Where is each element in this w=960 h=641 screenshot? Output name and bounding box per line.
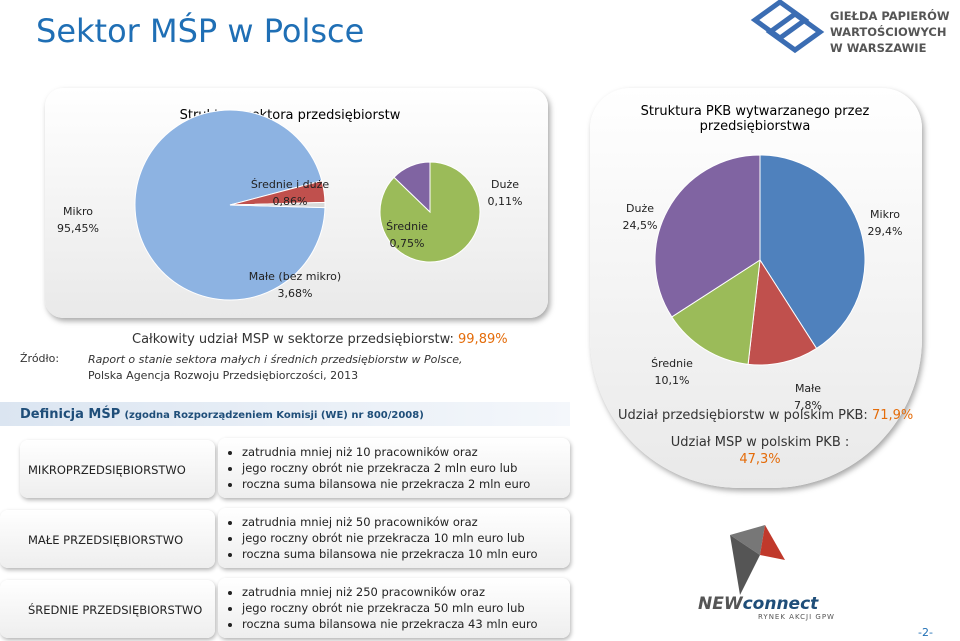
summary: Całkowity udział MSP w sektorze przedsię… bbox=[132, 332, 508, 347]
slice-value: 0,11% bbox=[488, 195, 523, 208]
summary-value: 99,89% bbox=[458, 332, 508, 347]
row-points: zatrudnia mniej niż 10 pracowników oraz … bbox=[218, 438, 570, 498]
point: jego roczny obrót nie przekracza 2 mln e… bbox=[242, 460, 570, 476]
brand-new: NEW bbox=[698, 594, 743, 614]
logo-icon bbox=[750, 0, 825, 54]
definition-heading: Definicja MŚP (zgodna Rozporządzeniem Ko… bbox=[20, 407, 424, 422]
slice-label: Mikro bbox=[870, 208, 900, 221]
gdp-value: 47,3% bbox=[739, 452, 781, 467]
logo-line: WARTOŚCIOWYCH bbox=[830, 25, 947, 39]
chart-title: Struktura PKB wytwarzanego przez przedsi… bbox=[640, 104, 870, 134]
pie-slice bbox=[759, 154, 866, 350]
point: roczna suma bilansowa nie przekracza 10 … bbox=[242, 546, 570, 562]
row-name-box: MIKROPRZEDSIĘBIORSTWO bbox=[20, 440, 215, 498]
gdp-msp: Udział MSP w polskim PKB : 47,3% bbox=[640, 434, 880, 468]
point: jego roczny obrót nie przekracza 10 mln … bbox=[242, 530, 570, 546]
slice-value: 0,86% bbox=[273, 195, 308, 208]
source-label: Źródło: bbox=[20, 352, 60, 365]
definition-bar bbox=[0, 402, 570, 426]
point: zatrudnia mniej niż 50 pracowników oraz bbox=[242, 514, 570, 530]
logo-line: GIEŁDA PAPIERÓW bbox=[830, 9, 950, 23]
newconnect-icon bbox=[730, 525, 785, 595]
brand: NEWconnect bbox=[698, 594, 818, 614]
definition-title: Definicja MŚP bbox=[20, 407, 121, 422]
row-name: MIKROPRZEDSIĘBIORSTWO bbox=[28, 463, 186, 477]
row-points: zatrudnia mniej niż 50 pracowników oraz … bbox=[218, 508, 570, 568]
row-points: zatrudnia mniej niż 250 pracowników oraz… bbox=[218, 578, 570, 638]
slice-label: Średnie bbox=[651, 357, 693, 370]
pie-slice bbox=[747, 258, 818, 366]
point: roczna suma bilansowa nie przekracza 2 m… bbox=[242, 476, 570, 492]
slice-value: 29,4% bbox=[868, 225, 903, 238]
slice-label: Średnie i duże bbox=[251, 178, 330, 191]
slice-label: Małe (bez mikro) bbox=[249, 270, 341, 283]
source: Raport o stanie sektora małych i średnic… bbox=[88, 352, 463, 384]
gdp-label: Udział przedsiębiorstw w polskim PKB: bbox=[618, 408, 872, 423]
logo-text: GIEŁDA PAPIERÓW WARTOŚCIOWYCH W WARSZAWI… bbox=[830, 8, 950, 56]
row-name-box: MAŁE PRZEDSIĘBIORSTWO bbox=[0, 510, 215, 568]
slice-value: 0,75% bbox=[390, 237, 425, 250]
brand-connect: connect bbox=[742, 594, 819, 614]
point: zatrudnia mniej niż 10 pracowników oraz bbox=[242, 444, 570, 460]
gdp-share: Udział przedsiębiorstw w polskim PKB: 71… bbox=[618, 408, 913, 423]
source-line: Raport o stanie sektora małych i średnic… bbox=[88, 353, 463, 366]
slice-value: 95,45% bbox=[57, 222, 99, 235]
brand-sub: RYNEK AKCJI GPW bbox=[758, 613, 835, 621]
slice-label: Duże bbox=[626, 202, 654, 215]
point: zatrudnia mniej niż 250 pracowników oraz bbox=[242, 584, 570, 600]
slice-value: 7,8% bbox=[794, 399, 822, 412]
logo-line: W WARSZAWIE bbox=[830, 41, 927, 55]
slice-label: Mikro bbox=[63, 205, 93, 218]
pie-slice bbox=[671, 259, 761, 365]
row-name: ŚREDNIE PRZEDSIĘBIORSTWO bbox=[28, 603, 203, 617]
definition-subtitle: (zgodna Rozporządzeniem Komisji (WE) nr … bbox=[124, 410, 424, 421]
slice-value: 10,1% bbox=[655, 374, 690, 387]
slice-label: Małe bbox=[795, 382, 821, 395]
slice-label: Duże bbox=[491, 178, 519, 191]
point: jego roczny obrót nie przekracza 50 mln … bbox=[242, 600, 570, 616]
slice-value: 24,5% bbox=[623, 219, 658, 232]
page-number: -2- bbox=[918, 626, 933, 639]
pie-slice bbox=[393, 161, 431, 214]
gdp-label: Udział MSP w polskim PKB : bbox=[670, 435, 850, 450]
slice-value: 3,68% bbox=[278, 287, 313, 300]
gdp-value: 71,9% bbox=[871, 408, 914, 423]
pie-slice bbox=[654, 154, 761, 318]
summary-label: Całkowity udział MSP w sektorze przedsię… bbox=[132, 332, 459, 347]
slice-label: Średnie bbox=[386, 220, 428, 233]
source-line: Polska Agencja Rozwoju Przedsiębiorczośc… bbox=[88, 369, 359, 382]
slide-title: Sektor MŚP w Polsce bbox=[36, 12, 365, 50]
row-name-box: ŚREDNIE PRZEDSIĘBIORSTWO bbox=[0, 580, 215, 638]
row-name: MAŁE PRZEDSIĘBIORSTWO bbox=[28, 533, 184, 547]
pie-slice bbox=[229, 201, 326, 209]
point: roczna suma bilansowa nie przekracza 43 … bbox=[242, 616, 570, 632]
